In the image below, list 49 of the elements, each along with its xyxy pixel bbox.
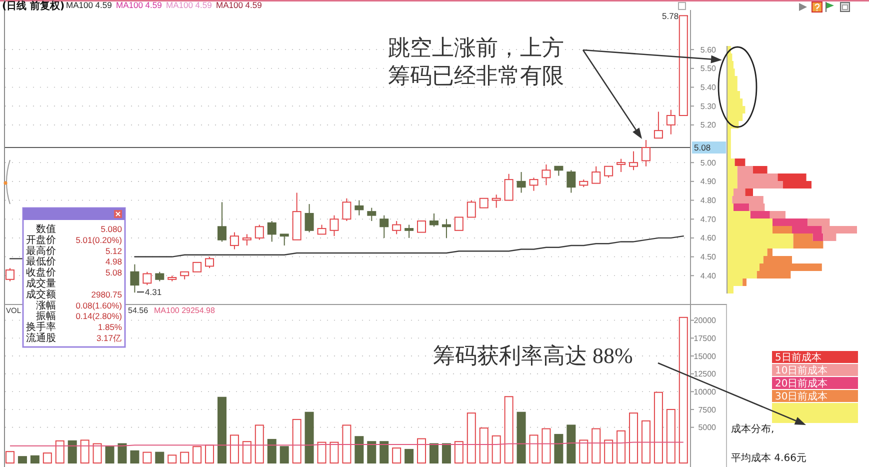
- annotation: 跳空上涨前，上方: [388, 35, 564, 60]
- annotation: MA100 4.59: [216, 0, 262, 10]
- y-tick-label: 5000: [698, 423, 717, 432]
- y-tick-label: 5.00: [700, 158, 717, 168]
- annotation: 54.56: [128, 306, 149, 315]
- y-tick-label: 5.60: [700, 45, 717, 54]
- annotation: 4.31: [145, 287, 162, 297]
- y-tick-label: 5.20: [700, 120, 717, 130]
- annotation: MA100 4.59: [166, 0, 212, 10]
- y-tick-label: 4.50: [700, 252, 717, 262]
- y-tick-label: 4.90: [700, 177, 717, 186]
- text: 5日前成本: [775, 352, 822, 364]
- text: 收盘价 5.08: [26, 268, 122, 279]
- y-tick-label: 4.80: [700, 196, 717, 206]
- text: 最高价 5.12: [26, 246, 122, 257]
- y-tick-label: 20000: [694, 316, 717, 326]
- annotation: 5.78: [662, 11, 679, 21]
- y-tick-label: 4.70: [700, 214, 717, 224]
- y-tick-label: 7500: [698, 405, 717, 414]
- y-tick-label: 10000: [694, 387, 717, 396]
- annotation: 筹码获利率高达 88%: [433, 343, 633, 368]
- text: 数值 5.080: [36, 224, 122, 235]
- text: 涨幅 0.08(1.60%): [36, 300, 122, 312]
- annotation: 成交量: [26, 278, 56, 290]
- text: 平均成本 4.66元: [731, 452, 806, 464]
- text: 30日前成本: [775, 390, 828, 402]
- annotation: MA100 4.59: [116, 0, 162, 10]
- chart-title: (日线 前复权): [2, 0, 65, 12]
- y-tick-label: 15000: [694, 352, 717, 361]
- annotation: MA100 29254.98: [154, 306, 216, 315]
- text: 流通股 3.17亿: [26, 333, 122, 344]
- text: 最低价 4.98: [26, 256, 122, 268]
- annotation: 筹码已经非常有限: [388, 63, 564, 88]
- y-tick-label: 4.40: [700, 271, 717, 280]
- y-tick-label: 5.50: [700, 64, 717, 74]
- y-tick-label: 5.40: [700, 83, 717, 92]
- text: 成本分布,: [731, 423, 774, 435]
- text: 振幅 0.14(2.80%): [36, 311, 122, 322]
- text: 成交额 2980.75: [26, 289, 122, 300]
- ref-line-label: 5.08: [694, 142, 711, 152]
- y-tick-label: 5.30: [700, 102, 717, 111]
- text: 20日前成本: [775, 378, 828, 390]
- y-tick-label: 4.60: [700, 234, 717, 243]
- annotation: MA100 4.59: [66, 0, 112, 10]
- text: 换手率 1.85%: [26, 322, 122, 334]
- y-tick-label: 17500: [694, 334, 717, 343]
- text: 开盘价 5.01(0.20%): [26, 234, 122, 246]
- text: 10日前成本: [775, 364, 828, 376]
- y-tick-label: 12500: [694, 370, 717, 379]
